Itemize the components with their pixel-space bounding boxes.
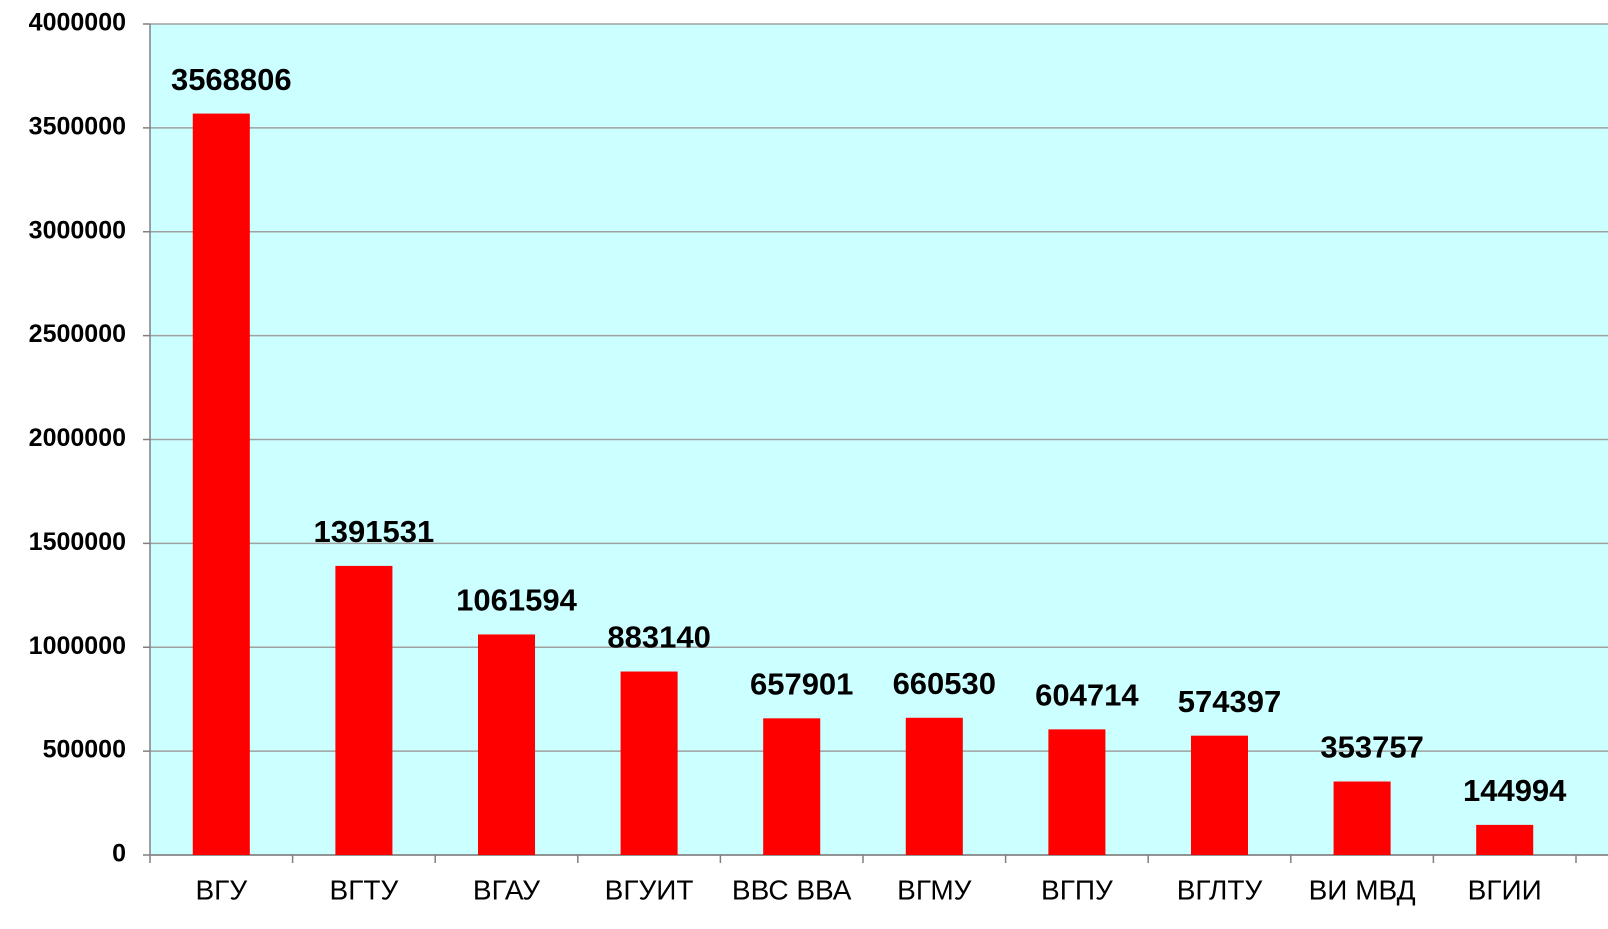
x-tick-label: ВГУИТ bbox=[605, 874, 694, 905]
x-tick-label: ВГИИ bbox=[1468, 874, 1542, 905]
bar bbox=[1190, 735, 1249, 855]
x-tick-label: ВИ МВД bbox=[1309, 874, 1416, 905]
data-label: 144994 bbox=[1463, 773, 1567, 808]
y-tick-label: 3500000 bbox=[29, 112, 126, 140]
bar bbox=[763, 718, 821, 855]
data-label: 574397 bbox=[1178, 684, 1281, 719]
x-tick-label: ВГЛТУ bbox=[1177, 874, 1263, 905]
bar bbox=[192, 113, 250, 855]
data-label: 1391531 bbox=[314, 514, 435, 549]
y-tick-label: 1500000 bbox=[29, 528, 126, 556]
y-tick-label: 2500000 bbox=[29, 320, 126, 348]
y-tick-label: 3000000 bbox=[29, 216, 126, 244]
x-tick-label: ВГПУ bbox=[1041, 874, 1113, 905]
x-tick-label: ВГМУ bbox=[897, 874, 972, 905]
x-tick-label: ВГАУ bbox=[473, 874, 540, 905]
bar bbox=[335, 565, 393, 855]
y-tick-label: 1000000 bbox=[29, 632, 126, 660]
bar bbox=[905, 717, 963, 855]
bar bbox=[1333, 781, 1391, 855]
bar bbox=[1476, 824, 1534, 855]
data-label: 657901 bbox=[750, 667, 853, 702]
data-label: 3568806 bbox=[171, 62, 292, 97]
data-label: 1061594 bbox=[456, 583, 577, 618]
y-tick-label: 0 bbox=[112, 840, 126, 868]
bar bbox=[620, 671, 678, 855]
bar bbox=[1048, 729, 1106, 855]
data-label: 883140 bbox=[607, 620, 710, 655]
data-label: 660530 bbox=[893, 666, 996, 701]
data-label: 353757 bbox=[1320, 730, 1423, 765]
y-tick-label: 500000 bbox=[43, 736, 126, 764]
bar bbox=[477, 634, 536, 855]
data-label: 604714 bbox=[1035, 678, 1139, 713]
x-tick-label: ВГТУ bbox=[330, 874, 399, 905]
y-tick-label: 2000000 bbox=[29, 424, 126, 452]
x-tick-label: ВГУ bbox=[195, 874, 247, 905]
y-tick-label: 4000000 bbox=[29, 9, 126, 37]
x-tick-label: ВВС ВВА bbox=[732, 874, 852, 905]
